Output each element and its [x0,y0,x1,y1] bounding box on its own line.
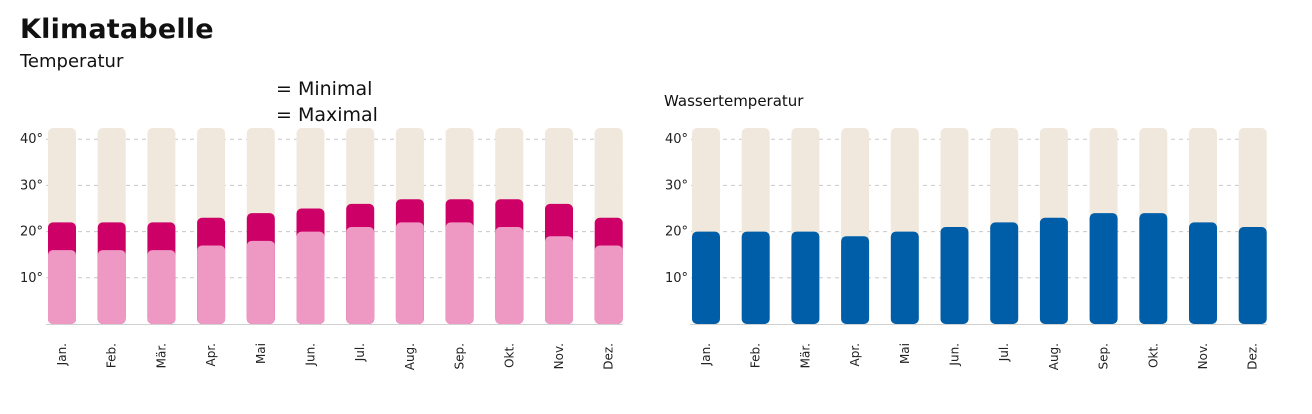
page-title: Klimatabelle [20,14,214,45]
bar-water [841,236,870,324]
water-temperature-chart: 10° 20° 30° 40° Jan. Feb. Mär. Apr. Mai Jun. Jul. A… [665,128,1267,370]
x-tick-label: Aug. [403,343,417,370]
bar-min [246,240,275,324]
bar-water [1189,222,1217,324]
bar-min [346,226,375,324]
bar-water [692,231,720,324]
x-tick-label: Jun. [948,343,962,367]
legend-label-max: = Maximal [276,104,378,126]
bar-min [445,222,474,324]
y-tick-label: 10° [665,271,688,286]
x-tick-label: Feb. [105,343,119,368]
bar-water [1238,226,1267,324]
x-tick-label: Okt. [1146,343,1160,368]
x-tick-label: Jan. [55,343,69,366]
bar-water [1039,217,1068,324]
bar-min [296,231,325,324]
y-tick-label: 40° [20,132,43,147]
temperature-chart: 10° 20° 30° 40° Jan. Feb. Mär. Apr. Mai Jun. Jul. A… [20,128,623,370]
bar-water [741,231,770,324]
page-subtitle: Temperatur [20,51,124,72]
x-tick-label: Feb. [749,343,763,368]
bar-water [890,231,919,324]
water-chart-title: Wassertemperatur [664,92,804,110]
bar-min [594,245,623,324]
y-tick-label: 20° [665,225,688,240]
x-tick-label: Aug. [1047,343,1061,370]
x-tick-label: Nov. [552,343,566,369]
bar-min [147,250,176,324]
x-tick-label: Sep. [453,343,467,369]
legend-item-min: = Minimal [272,76,378,102]
x-tick-label: Jun. [304,343,318,367]
x-tick-label: Jan. [699,343,713,366]
x-tick-label: Okt. [502,343,516,368]
legend-label-min: = Minimal [276,78,373,100]
x-tick-label: Mai [898,343,912,364]
bar-water [990,222,1019,324]
x-tick-label: Mär. [154,343,168,368]
x-tick-label: Mär. [798,343,812,368]
x-tick-label: Dez. [1246,343,1260,370]
y-tick-label: 30° [20,178,43,193]
x-tick-label: Dez. [602,343,616,370]
bar-water [940,226,969,324]
x-tick-label: Jul. [353,343,367,362]
legend-item-max: = Maximal [272,102,378,128]
bar-min [197,245,226,324]
bar-water [1089,213,1118,324]
x-tick-label: Apr. [204,343,218,366]
temperature-legend: = Minimal = Maximal [272,76,378,128]
bar-min [395,222,424,324]
x-tick-label: Mai [254,343,268,364]
bar-water [1139,213,1168,324]
bar-min [545,236,573,324]
bar-min [97,250,126,324]
bar-water [791,231,820,324]
x-tick-label: Jul. [997,343,1011,362]
y-tick-label: 30° [665,178,688,193]
bar-min [48,250,76,324]
x-tick-label: Sep. [1097,343,1111,369]
y-tick-label: 10° [20,271,43,286]
bar-min [495,226,524,324]
x-tick-label: Apr. [848,343,862,366]
y-tick-label: 40° [665,132,688,147]
y-tick-label: 20° [20,225,43,240]
x-tick-label: Nov. [1196,343,1210,369]
